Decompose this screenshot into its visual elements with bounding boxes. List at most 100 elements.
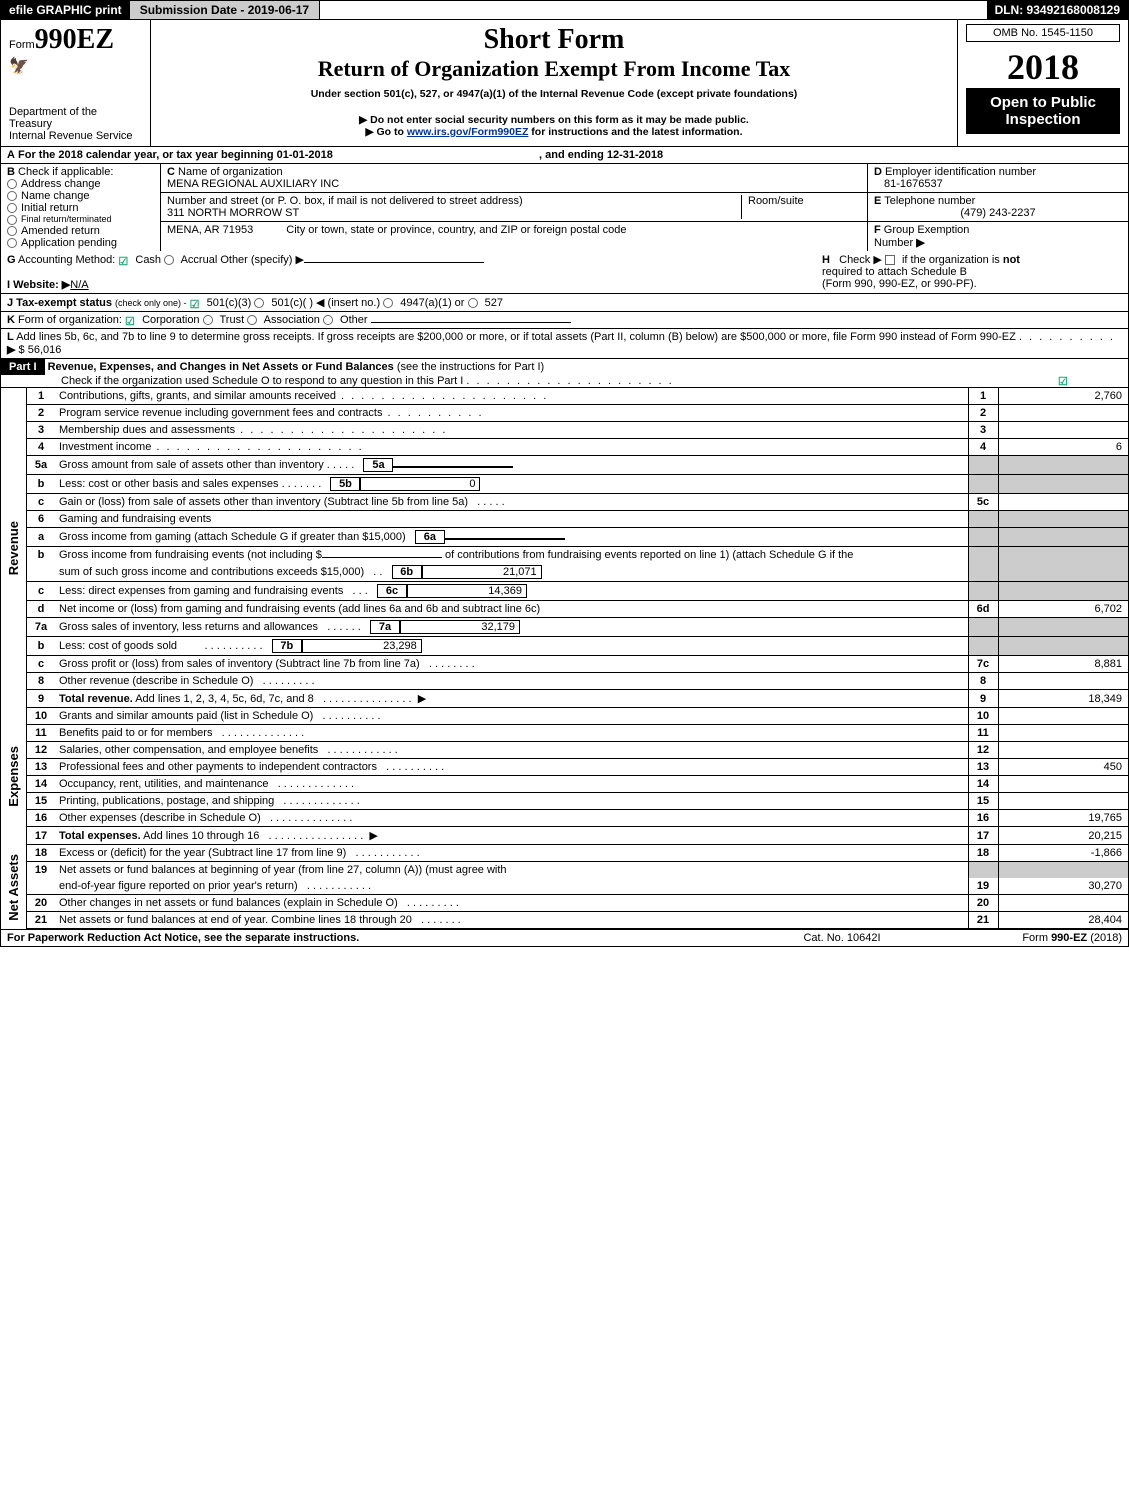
l6c-num: c	[27, 582, 55, 601]
footer-right: Form 990-EZ (2018)	[942, 932, 1122, 944]
l6-boxg	[968, 511, 998, 528]
l21-amt: 28,404	[998, 912, 1128, 929]
l3-amt	[998, 422, 1128, 439]
l7a-boxg	[968, 618, 998, 637]
checkbox-amended-return[interactable]	[7, 226, 17, 236]
l7c-text: Gross profit or (loss) from sales of inv…	[55, 656, 968, 673]
l1-text: Contributions, gifts, grants, and simila…	[55, 388, 968, 405]
part-i-suffix: (see the instructions for Part I)	[397, 361, 544, 373]
l6c-boxg	[968, 582, 998, 601]
l20-num: 20	[27, 895, 55, 912]
l5b-amtg	[998, 475, 1128, 494]
l7b-amtg	[998, 637, 1128, 656]
l6a-amtg	[998, 528, 1128, 547]
line-h-text2: required to attach Schedule B	[822, 266, 967, 278]
street-value: 311 NORTH MORROW ST	[167, 207, 299, 219]
l6-num: 6	[27, 511, 55, 528]
checkbox-address-change[interactable]	[7, 179, 17, 189]
irs-link[interactable]: www.irs.gov/Form990EZ	[407, 126, 529, 138]
form-number: 990EZ	[35, 24, 114, 55]
l5b-text: Less: cost or other basis and sales expe…	[55, 475, 968, 494]
checkbox-4947[interactable]	[383, 298, 393, 308]
line-l-arrow: ▶	[7, 344, 15, 356]
l5a-boxg	[968, 456, 998, 475]
box-b: B Check if applicable: Address change Na…	[1, 164, 161, 251]
checkbox-schedule-b[interactable]	[885, 255, 895, 265]
l7c-amt: 8,881	[998, 656, 1128, 673]
l5a-num: 5a	[27, 456, 55, 475]
l4-num: 4	[27, 439, 55, 456]
l6-text: Gaming and fundraising events	[55, 511, 968, 528]
checkbox-name-change[interactable]	[7, 191, 17, 201]
l2-amt	[998, 405, 1128, 422]
box-f-label: F	[874, 224, 881, 236]
irs-eagle-icon: 🦅	[9, 56, 142, 76]
l7a-num: 7a	[27, 618, 55, 637]
l6b-boxg	[968, 563, 998, 582]
l3-num: 3	[27, 422, 55, 439]
net-assets-table: 18Excess or (deficit) for the year (Subt…	[27, 845, 1128, 929]
checkbox-initial-return[interactable]	[7, 203, 17, 213]
box-c-label: C	[167, 166, 175, 178]
top-bar: efile GRAPHIC print Submission Date - 20…	[0, 0, 1129, 20]
l5a-sb: 5a	[363, 458, 393, 472]
checkbox-501c[interactable]	[254, 298, 264, 308]
checkbox-cash[interactable]: ☑	[118, 255, 128, 265]
l6b-num2	[27, 563, 55, 582]
line-g-label: G	[7, 254, 16, 266]
l4-amt: 6	[998, 439, 1128, 456]
checkbox-501c3[interactable]: ☑	[190, 298, 200, 308]
checkbox-trust[interactable]	[203, 315, 213, 325]
checkbox-final-return[interactable]	[7, 215, 17, 225]
cash-label: Cash	[135, 254, 161, 266]
l6a-boxg	[968, 528, 998, 547]
l16-amt: 19,765	[998, 810, 1128, 827]
goto-prefix: ▶ Go to	[366, 126, 407, 138]
l7c-box: 7c	[968, 656, 998, 673]
goto-line: ▶ Go to www.irs.gov/Form990EZ for instru…	[159, 126, 949, 138]
l7b-num: b	[27, 637, 55, 656]
checkbox-other-org[interactable]	[323, 315, 333, 325]
checkbox-corporation[interactable]: ☑	[125, 315, 135, 325]
dept-line-3: Internal Revenue Service	[9, 130, 142, 142]
room-suite-label: Room/suite	[748, 195, 804, 207]
open-to-public: Open to Public Inspection	[966, 88, 1120, 134]
checkbox-association[interactable]	[247, 315, 257, 325]
j-opt-2: 4947(a)(1) or	[400, 297, 464, 309]
l5b-samt: 0	[360, 477, 480, 491]
l10-text: Grants and similar amounts paid (list in…	[55, 708, 968, 725]
l20-text: Other changes in net assets or fund bala…	[55, 895, 968, 912]
l9-text: Total revenue. Add lines 1, 2, 3, 4, 5c,…	[55, 690, 968, 708]
checkbox-schedule-o[interactable]: ☑	[1058, 375, 1068, 385]
checkbox-accrual[interactable]	[164, 255, 174, 265]
l6-amtg	[998, 511, 1128, 528]
checkbox-527[interactable]	[468, 298, 478, 308]
l16-box: 16	[968, 810, 998, 827]
l6b-samt: 21,071	[422, 565, 542, 579]
k-opt-2: Association	[264, 314, 320, 326]
line-a-text: For the 2018 calendar year, or tax year …	[18, 149, 333, 161]
box-c-name-label: Name of organization	[178, 166, 283, 178]
l5b-boxg	[968, 475, 998, 494]
line-h-text1: if the organization is	[902, 254, 1003, 266]
dept-line-1: Department of the	[9, 106, 142, 118]
line-k-text: Form of organization:	[18, 314, 122, 326]
net-assets-section: Net Assets 18Excess or (deficit) for the…	[0, 845, 1129, 930]
checkbox-application-pending[interactable]	[7, 238, 17, 248]
line-j-note: (check only one) -	[115, 298, 187, 308]
efile-label: efile GRAPHIC print	[1, 1, 130, 19]
dln-label: DLN: 93492168008129	[987, 1, 1128, 19]
box-def: D Employer identification number 81-1676…	[868, 164, 1128, 251]
part-i-header-row: Part I Revenue, Expenses, and Changes in…	[0, 359, 1129, 388]
j-opt-1: 501(c)( ) ◀ (insert no.)	[271, 297, 380, 309]
org-name: MENA REGIONAL AUXILIARY INC	[167, 178, 339, 190]
l2-box: 2	[968, 405, 998, 422]
l13-amt: 450	[998, 759, 1128, 776]
cb-label-4: Amended return	[21, 225, 100, 237]
l4-box: 4	[968, 439, 998, 456]
l8-num: 8	[27, 673, 55, 690]
l8-box: 8	[968, 673, 998, 690]
l11-num: 11	[27, 725, 55, 742]
l18-text: Excess or (deficit) for the year (Subtra…	[55, 845, 968, 862]
k-opt-1: Trust	[219, 314, 244, 326]
